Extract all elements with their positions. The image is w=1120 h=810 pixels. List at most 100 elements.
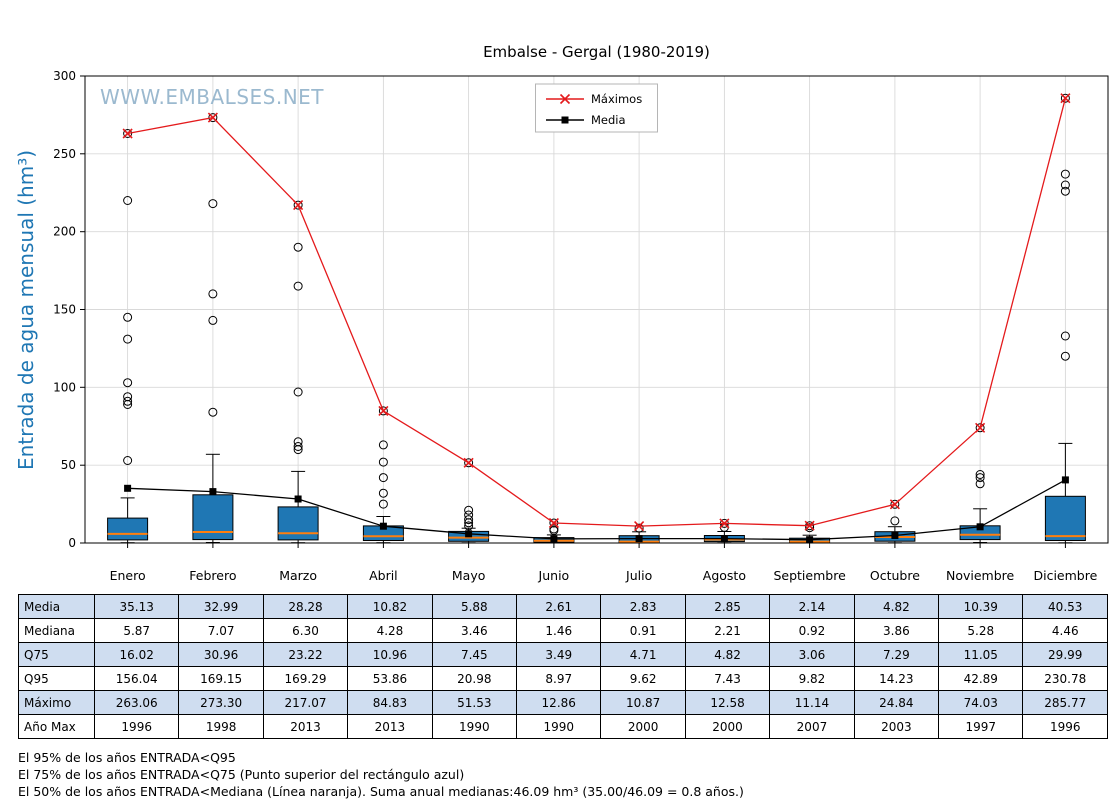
table-cell: 2.83	[600, 594, 686, 619]
month-label: Marzo	[279, 568, 317, 583]
outlier-point	[378, 473, 388, 483]
table-cell: 2013	[347, 714, 433, 739]
iqr-box	[277, 506, 319, 541]
table-cell: 29.99	[1022, 642, 1108, 667]
outlier-point	[378, 488, 388, 498]
outlier-point	[123, 378, 133, 388]
month-label: Septiembre	[773, 568, 846, 583]
boxplot-abril	[362, 406, 404, 544]
table-cell: 12.58	[684, 690, 771, 715]
outlier-point	[464, 458, 474, 468]
table-cell: 2.14	[769, 594, 855, 619]
month-label: Abril	[369, 568, 398, 583]
outlier-point	[293, 387, 303, 397]
outlier-point	[975, 479, 985, 489]
table-cell: 156.04	[93, 666, 180, 691]
table-cell: 84.83	[347, 690, 433, 715]
chart-area: 0 50 100 150 200 250 300 Enero Febrero Marzo Abril…	[14, 43, 1109, 583]
table-cell: 10.82	[347, 594, 433, 619]
table-cell: 32.99	[178, 594, 264, 619]
table-cell: 2.61	[516, 594, 602, 619]
table-row: Media 35.13 32.99 28.28 10.82 5.88 2.61 2.83 2.8…	[18, 594, 1108, 619]
table-cell: 40.53	[1022, 594, 1108, 619]
media-series	[124, 476, 1069, 544]
iqr-box	[1044, 495, 1086, 541]
media-marker	[124, 484, 132, 492]
maximos-marker	[207, 112, 218, 123]
outlier-point	[890, 499, 900, 509]
media-marker	[209, 488, 217, 496]
outlier-point	[208, 113, 218, 123]
table-cell: 0.92	[769, 618, 855, 643]
legend-label: Media	[591, 113, 626, 127]
table-cell: 12.86	[516, 690, 602, 715]
outlier-point	[1060, 169, 1070, 179]
x-marker-icon	[559, 93, 571, 105]
media-marker	[550, 535, 558, 543]
watermark: WWW.EMBALSES.NET	[100, 85, 325, 109]
maximos-marker	[804, 520, 815, 531]
outlier-point	[123, 196, 133, 205]
table-cell: 35.13	[93, 594, 180, 619]
outlier-point	[1060, 180, 1070, 190]
month-label: Octubre	[870, 568, 920, 583]
axes: 0 50 100 150 200 250 300 Enero Febrero Marzo Abril…	[53, 69, 1097, 583]
maximos-series	[122, 93, 1071, 532]
month-label: Mayo	[452, 568, 486, 583]
media-marker	[635, 535, 643, 543]
table-cell: 273.30	[178, 690, 264, 715]
iqr-box	[107, 517, 149, 541]
outlier-point	[293, 437, 303, 447]
table-cell: 1990	[516, 714, 602, 739]
outlier-point	[464, 510, 474, 520]
table-cell: 169.15	[178, 666, 264, 691]
table-cell: 42.89	[938, 666, 1024, 691]
table-cell: 263.06	[93, 690, 180, 715]
legend-entry-maximos: Máximos	[546, 92, 642, 106]
legend: Máximos Media	[535, 83, 658, 133]
table-cell: 4.71	[600, 642, 686, 667]
table-cell: 7.43	[684, 666, 771, 691]
maximos-marker	[975, 422, 986, 433]
maximos-marker	[634, 521, 645, 532]
table-cell: 5.28	[938, 618, 1024, 643]
media-marker	[976, 523, 984, 531]
outlier-point	[293, 242, 303, 252]
table-cell: 11.05	[938, 642, 1024, 667]
outlier-point	[464, 521, 474, 531]
table-cell: 2.85	[684, 594, 771, 619]
media-marker	[720, 535, 728, 543]
maximos-marker	[463, 457, 474, 468]
table-cell: 7.29	[853, 642, 940, 667]
table-cell: 1.46	[516, 618, 602, 643]
media-marker	[1061, 476, 1069, 484]
table-cell: 1998	[178, 714, 264, 739]
table-cell: 3.06	[769, 642, 855, 667]
table-cell: 5.88	[431, 594, 518, 619]
maximos-marker	[719, 518, 730, 529]
table-cell: 2000	[600, 714, 686, 739]
table-cell: 10.96	[347, 642, 433, 667]
table-cell: 1996	[93, 714, 180, 739]
outlier-point	[378, 499, 388, 509]
stats-table-body: Media 35.13 32.99 28.28 10.82 5.88 2.61 2.83 2.8…	[18, 594, 1108, 739]
outlier-point	[123, 392, 133, 402]
y-axis-label: Entrada de agua mensual (hm³)	[14, 149, 38, 471]
outlier-point	[634, 523, 644, 533]
table-cell: 285.77	[1022, 690, 1108, 715]
table-cell: 2007	[769, 714, 855, 739]
y-tick-label: 0	[68, 536, 76, 550]
boxplots	[107, 93, 1086, 544]
note-line: El 95% de los años ENTRADA<Q95	[18, 750, 236, 765]
table-cell: 2000	[684, 714, 771, 739]
maximos-marker	[1060, 93, 1071, 104]
legend-box	[535, 83, 658, 133]
media-marker	[891, 532, 899, 539]
table-cell: 24.84	[853, 690, 940, 715]
legend-entry-media: Media	[546, 113, 626, 127]
table-cell: 3.86	[853, 618, 940, 643]
outlier-point	[123, 312, 133, 322]
table-row: Año Max 1996 1998 2013 2013 1990 1990 2000 2000 2…	[18, 714, 1108, 739]
maximos-marker	[889, 499, 900, 510]
outlier-point	[293, 200, 303, 210]
